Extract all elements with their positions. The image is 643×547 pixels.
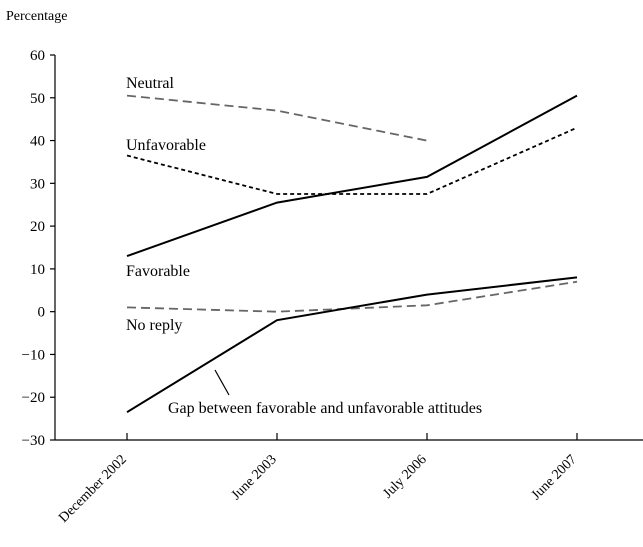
series-lines: [126, 94, 578, 414]
series-annotation-1: Unfavorable: [126, 137, 206, 154]
y-tick-label: 60: [30, 48, 45, 64]
series-labels: Neutral Unfavorable Favorable No reply Gap b…: [126, 75, 482, 417]
y-axis-label: Percentage: [6, 9, 67, 24]
y-tick-label: 40: [30, 134, 45, 150]
series-line-2: [126, 94, 578, 258]
x-tick-label: July 2006: [380, 452, 429, 501]
series-line-4: [126, 276, 578, 414]
annotation-leader-line: [214, 369, 230, 396]
series-line-1: [126, 126, 578, 195]
series-annotation-0: Neutral: [126, 75, 175, 92]
axes: [54, 55, 643, 441]
y-tick-label: −10: [22, 347, 45, 363]
series-annotation-4: Gap between favorable and unfavorable at…: [168, 400, 482, 417]
y-tick-label: −30: [22, 433, 45, 449]
y-ticks: 60 50 40 30 20 10 0 −10 −20 −30: [22, 48, 55, 449]
y-tick-label: −20: [22, 390, 45, 406]
x-tick-label: June 2003: [229, 452, 280, 503]
x-tick-label: June 2007: [529, 452, 580, 503]
y-tick-label: 50: [30, 91, 45, 107]
series-annotation-3: No reply: [126, 317, 182, 334]
x-tick-label: December 2002: [56, 452, 130, 526]
series-annotation-2: Favorable: [126, 263, 190, 280]
y-tick-label: 10: [30, 262, 45, 278]
series-line-3: [126, 280, 578, 313]
x-ticks: December 2002 June 2003 July 2006 June 2007: [56, 433, 580, 526]
y-tick-label: 0: [38, 305, 46, 321]
series-line-0: [126, 94, 428, 142]
y-tick-label: 30: [30, 176, 45, 192]
y-tick-label: 20: [30, 219, 45, 235]
